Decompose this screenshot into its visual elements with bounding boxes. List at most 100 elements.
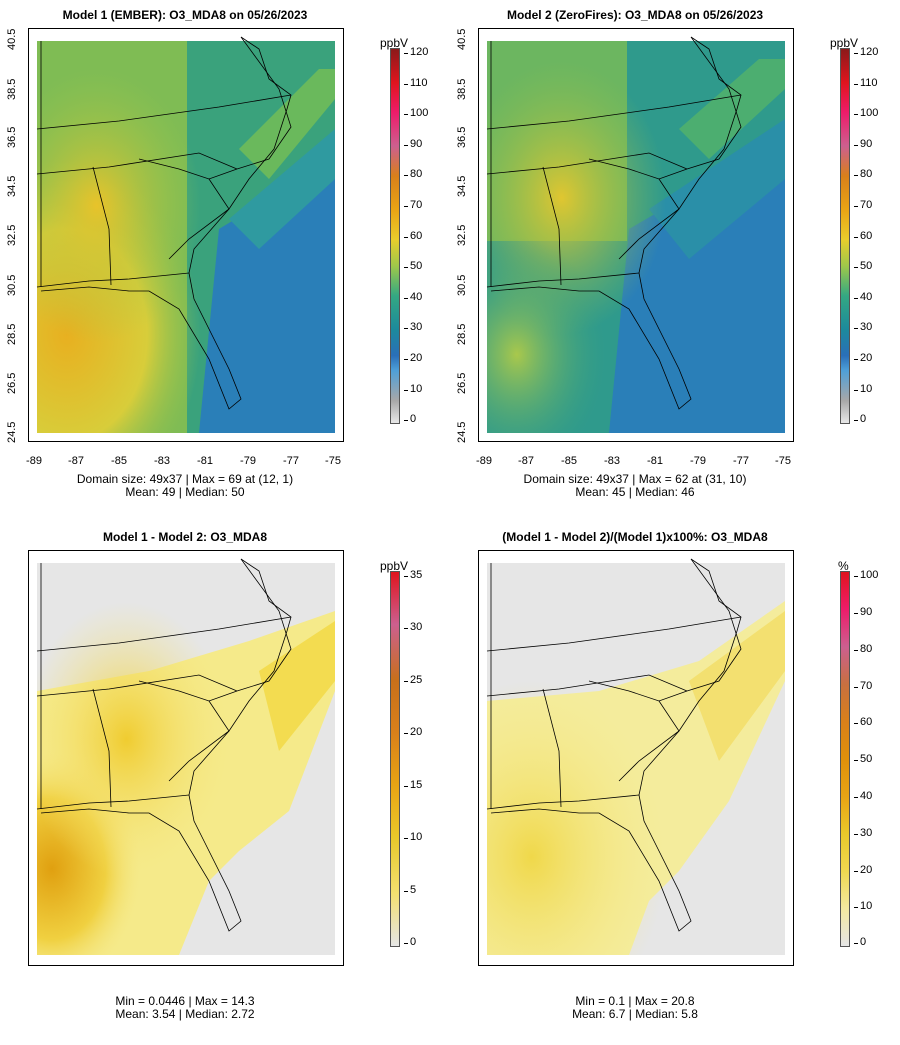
stats-line-1: Min = 0.0446 | Max = 14.3: [115, 994, 255, 1008]
lon-label: -81: [197, 455, 213, 467]
lat-label: 30.5: [6, 274, 18, 296]
percent-difference-map: [486, 558, 785, 955]
colorbar: [840, 48, 850, 424]
colorbar-tick: 0: [853, 936, 867, 948]
colorbar-tick: 100: [403, 107, 429, 119]
colorbar-tick: 60: [853, 230, 873, 242]
lat-label: 40.5: [456, 28, 468, 50]
colorbar-tick: 120: [403, 46, 429, 58]
lat-label: 38.5: [456, 78, 468, 100]
colorbar-tick: 50: [853, 753, 873, 765]
colorbar-tick: 70: [853, 199, 873, 211]
colorbar-tick: 0: [403, 936, 417, 948]
lon-label: -89: [26, 455, 42, 467]
lon-label: -87: [518, 455, 534, 467]
colorbar-unit: ppbV: [380, 559, 409, 573]
colorbar-tick: 110: [404, 77, 428, 89]
stats-line-1: Domain size: 49x37 | Max = 62 at (31, 10…: [523, 472, 747, 486]
colorbar-tick: 80: [853, 168, 873, 180]
map-plot: [28, 28, 344, 442]
lat-label: 40.5: [6, 28, 18, 50]
lat-label: 24.5: [6, 421, 18, 443]
map-plot: [478, 550, 794, 966]
lat-label: 36.5: [6, 126, 18, 148]
state-boundaries: [36, 558, 292, 932]
lon-label: -75: [325, 455, 341, 467]
colorbar-unit: %: [838, 559, 849, 573]
colorbar-tick: 90: [403, 138, 423, 150]
lat-label: 26.5: [456, 372, 468, 394]
stats-line-1: Min = 0.1 | Max = 20.8: [575, 994, 695, 1008]
stats-line-2: Mean: 45 | Median: 46: [575, 485, 695, 499]
colorbar-tick: 60: [853, 716, 873, 728]
ozone-map: [486, 36, 785, 433]
state-boundaries: [486, 36, 742, 410]
lon-label: -87: [68, 455, 84, 467]
colorbar-tick: 30: [403, 321, 423, 333]
colorbar-tick: 100: [853, 569, 879, 581]
lat-label: 34.5: [456, 175, 468, 197]
colorbar-tick: 0: [403, 413, 417, 425]
colorbar-unit: ppbV: [830, 36, 859, 50]
lat-label: 30.5: [456, 274, 468, 296]
stats-line-2: Mean: 6.7 | Median: 5.8: [572, 1007, 698, 1021]
colorbar-tick: 120: [853, 46, 879, 58]
lon-label: -85: [111, 455, 127, 467]
colorbar-tick: 10: [403, 383, 423, 395]
stats-line-2: Mean: 49 | Median: 50: [125, 485, 245, 499]
colorbar-tick: 35: [403, 569, 423, 581]
colorbar-tick: 25: [403, 674, 423, 686]
colorbar-tick: 70: [403, 199, 423, 211]
colorbar-tick: 20: [853, 864, 873, 876]
lat-label: 32.5: [6, 224, 18, 246]
colorbar-tick: 40: [853, 790, 873, 802]
colorbar-tick: 60: [403, 230, 423, 242]
colorbar-tick: 5: [403, 884, 417, 896]
colorbar-tick: 0: [853, 413, 867, 425]
lon-label: -75: [775, 455, 791, 467]
panel-title: Model 2 (ZeroFires): O3_MDA8 on 05/26/20…: [506, 8, 764, 22]
colorbar-tick: 90: [853, 606, 873, 618]
colorbar-tick: 15: [403, 779, 423, 791]
panel-title: (Model 1 - Model 2)/(Model 1)x100%: O3_M…: [502, 530, 768, 544]
colorbar-tick: 30: [853, 827, 873, 839]
lon-label: -89: [476, 455, 492, 467]
colorbar: [390, 571, 400, 947]
lon-label: -77: [733, 455, 749, 467]
colorbar: [840, 571, 850, 947]
colorbar-tick: 10: [403, 831, 423, 843]
lon-label: -83: [604, 455, 620, 467]
colorbar-tick: 30: [853, 321, 873, 333]
colorbar-tick: 100: [853, 107, 879, 119]
ozone-map: [36, 36, 335, 433]
colorbar-tick: 50: [403, 260, 423, 272]
colorbar-unit: ppbV: [380, 36, 409, 50]
colorbar-tick: 10: [853, 900, 873, 912]
lon-label: -85: [561, 455, 577, 467]
colorbar-tick: 80: [403, 168, 423, 180]
lat-label: 24.5: [456, 421, 468, 443]
colorbar-tick: 40: [853, 291, 873, 303]
map-plot: [478, 28, 794, 442]
lat-label: 34.5: [6, 175, 18, 197]
colorbar-tick: 110: [854, 77, 878, 89]
state-boundaries: [486, 558, 742, 932]
lat-label: 28.5: [6, 323, 18, 345]
stats-line-2: Mean: 3.54 | Median: 2.72: [115, 1007, 255, 1021]
colorbar-tick: 50: [853, 260, 873, 272]
lat-label: 36.5: [456, 126, 468, 148]
lat-label: 28.5: [456, 323, 468, 345]
lon-label: -77: [283, 455, 299, 467]
difference-map: [36, 558, 335, 955]
map-plot: [28, 550, 344, 966]
colorbar-tick: 80: [853, 643, 873, 655]
lon-label: -83: [154, 455, 170, 467]
colorbar-tick: 40: [403, 291, 423, 303]
colorbar-tick: 10: [853, 383, 873, 395]
lat-label: 32.5: [456, 224, 468, 246]
colorbar-tick: 90: [853, 138, 873, 150]
lon-label: -81: [647, 455, 663, 467]
colorbar: [390, 48, 400, 424]
lat-label: 26.5: [6, 372, 18, 394]
colorbar-tick: 20: [853, 352, 873, 364]
